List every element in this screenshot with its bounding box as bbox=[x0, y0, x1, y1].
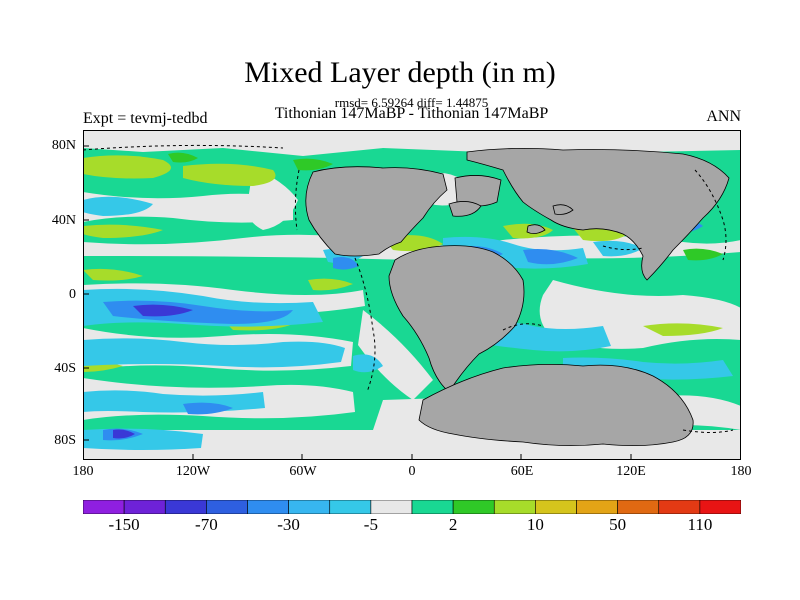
colorbar-label-3: -30 bbox=[277, 515, 300, 534]
lat-tick-80n: 80N bbox=[51, 138, 76, 153]
plot-title: Mixed Layer depth (in m) bbox=[244, 56, 556, 89]
colorbar-box-11 bbox=[493, 500, 536, 514]
colorbar-box-1 bbox=[83, 500, 125, 514]
season-label: ANN bbox=[706, 108, 741, 125]
colorbar-box-9 bbox=[411, 500, 454, 514]
lat-tick-40s: 40S bbox=[54, 361, 76, 376]
stats-line: rmsd= 6.59264 diff= 1.44875 bbox=[334, 95, 489, 110]
colorbar-box-3 bbox=[164, 500, 207, 514]
lat-tick-0: 0 bbox=[69, 287, 76, 302]
colorbar-label-7: 50 bbox=[609, 515, 627, 534]
lon-tick-180w: 180 bbox=[72, 464, 94, 479]
experiment-label: Expt = tevmj-tedbd bbox=[83, 110, 208, 127]
colorbar-box-2 bbox=[123, 500, 166, 514]
colorbar-box-8 bbox=[370, 500, 413, 514]
lon-tick-60e: 60E bbox=[510, 464, 534, 479]
colorbar-box-7 bbox=[329, 500, 372, 514]
lat-tick-80s: 80S bbox=[54, 433, 76, 448]
colorbar-box-13 bbox=[576, 500, 618, 514]
lat-tick-40n: 40N bbox=[51, 213, 76, 228]
colorbar-label-6: 10 bbox=[526, 515, 544, 534]
colorbar-box-14 bbox=[617, 500, 660, 514]
lon-tick-60w: 60W bbox=[289, 464, 317, 479]
coastline-contours bbox=[83, 144, 734, 433]
colorbar bbox=[83, 500, 741, 514]
colorbar-box-12 bbox=[535, 500, 577, 514]
land-eurasia bbox=[466, 148, 730, 281]
lon-tick-120e: 120E bbox=[616, 464, 646, 479]
axis-ticks bbox=[83, 145, 741, 460]
land-europe-island bbox=[448, 201, 482, 217]
land-gondwana-east bbox=[418, 364, 694, 446]
colorbar-label-8: 110 bbox=[687, 515, 713, 534]
lon-tick-180e: 180 bbox=[730, 464, 752, 479]
colorbar-box-16 bbox=[699, 500, 741, 514]
colorbar-label-5: 2 bbox=[448, 515, 458, 534]
plot-subtitle: Tithonian 147MaBP - Tithonian 147MaBP bbox=[274, 105, 549, 122]
colorbar-box-4 bbox=[206, 500, 248, 514]
colorbar-label-2: -70 bbox=[195, 515, 218, 534]
colorbar-label-4: -5 bbox=[363, 515, 378, 534]
colorbar-box-6 bbox=[288, 500, 331, 514]
colorbar-box-5 bbox=[247, 500, 289, 514]
land-north-america bbox=[305, 166, 448, 257]
lon-tick-120w: 120W bbox=[175, 464, 211, 479]
colorbar-box-15 bbox=[658, 500, 701, 514]
map-panel bbox=[83, 130, 741, 460]
land-masses bbox=[305, 148, 730, 446]
negative-anomaly-strong bbox=[113, 304, 193, 439]
colorbar-box-10 bbox=[452, 500, 495, 514]
lon-tick-0: 0 bbox=[408, 464, 416, 479]
colorbar-label-1: -150 bbox=[108, 515, 140, 534]
land-gondwana-west bbox=[388, 245, 525, 393]
